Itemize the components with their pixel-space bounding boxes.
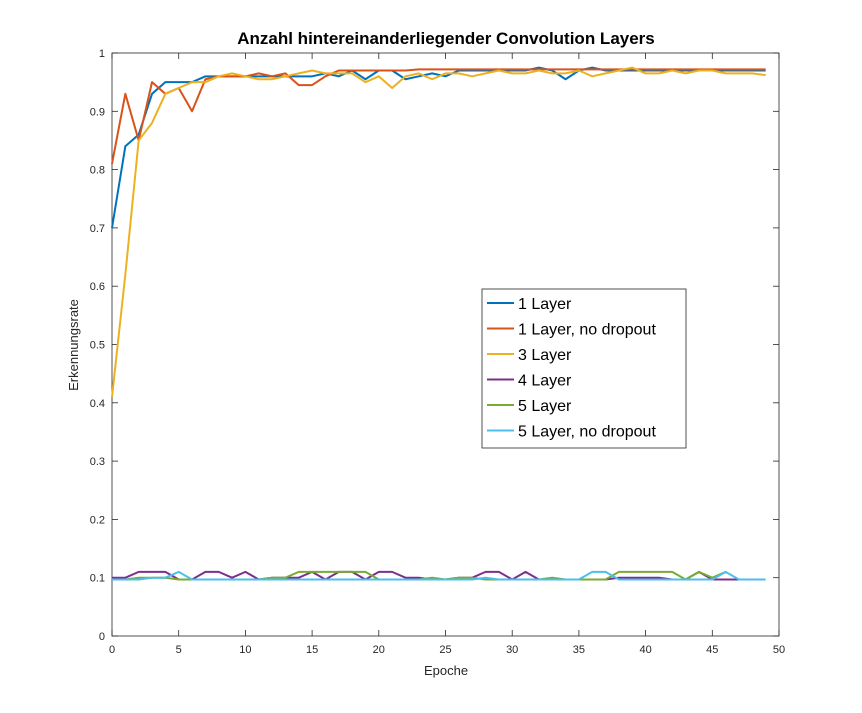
- x-tick-label: 35: [573, 644, 585, 656]
- y-tick-label: 0.2: [90, 514, 105, 526]
- y-tick-label: 0.9: [90, 106, 105, 118]
- y-tick-label: 0.7: [90, 223, 105, 235]
- x-tick-label: 0: [109, 644, 115, 656]
- chart-title: Anzahl hintereinanderliegender Convoluti…: [237, 29, 655, 48]
- legend-label-4: 4 Layer: [518, 373, 572, 390]
- series-line-6: [112, 570, 766, 581]
- x-tick-label: 20: [373, 644, 385, 656]
- legend-label-5: 5 Layer: [518, 398, 572, 415]
- x-tick-label: 10: [239, 644, 251, 656]
- y-tick-label: 0.3: [90, 456, 105, 468]
- x-tick-label: 15: [306, 644, 318, 656]
- y-tick-label: 0.1: [90, 573, 105, 585]
- series-line-3: [111, 66, 766, 398]
- y-tick-label: 0.8: [90, 165, 105, 177]
- y-tick-label: 0.4: [90, 398, 105, 410]
- y-axis-label: Erkennungsrate: [66, 299, 81, 391]
- x-axis-label: Epoche: [424, 663, 468, 678]
- y-tick-label: 0.5: [90, 340, 105, 352]
- x-tick-label: 25: [439, 644, 451, 656]
- x-tick-label: 50: [773, 644, 785, 656]
- y-tick-label: 0.6: [90, 281, 105, 293]
- y-tick-label: 1: [99, 48, 105, 60]
- legend-label-3: 3 Layer: [518, 347, 572, 364]
- x-tick-label: 5: [176, 644, 182, 656]
- x-tick-label: 40: [639, 644, 651, 656]
- x-tick-label: 45: [706, 644, 718, 656]
- legend: 1 Layer 1 Layer, no dropout 3 Layer 4 Layer…: [481, 288, 687, 449]
- legend-label-6: 5 Layer, no dropout: [518, 424, 656, 441]
- legend-label-1: 1 Layer: [518, 296, 572, 313]
- legend-box: [481, 288, 687, 449]
- legend-label-2: 1 Layer, no dropout: [518, 322, 656, 339]
- x-tick-label: 30: [506, 644, 518, 656]
- y-tick-label: 0: [99, 631, 105, 643]
